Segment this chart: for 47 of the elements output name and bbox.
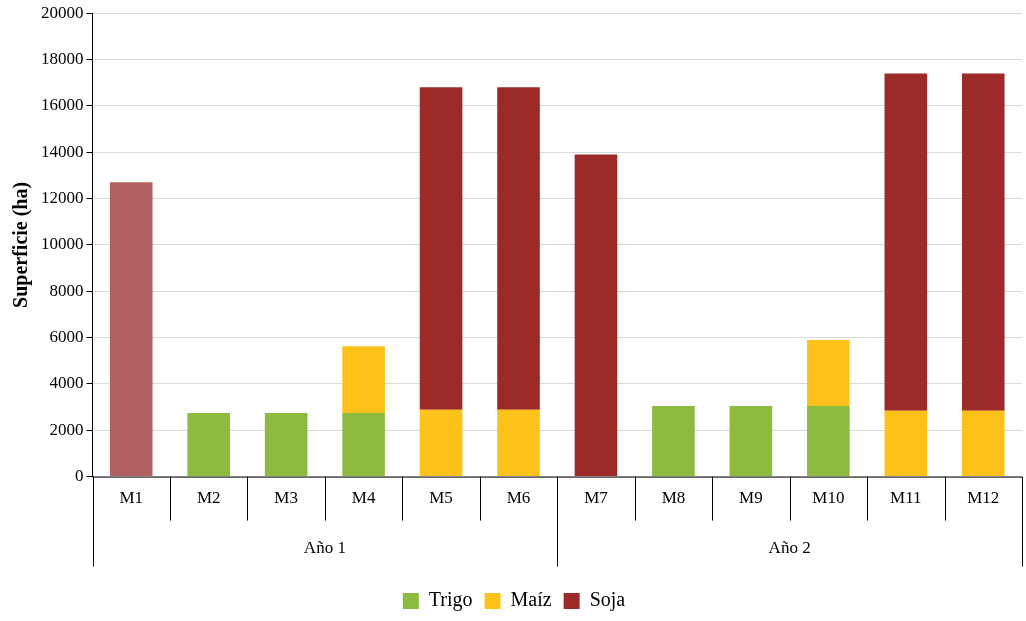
bar <box>187 412 230 477</box>
x-tick-label: M8 <box>661 488 686 508</box>
bar <box>729 405 773 477</box>
y-tick-label: 18000 <box>41 49 84 69</box>
bar <box>884 73 928 411</box>
bar <box>652 405 695 477</box>
legend-label: Maíz <box>510 588 552 611</box>
x-tick-label: M12 <box>967 488 1000 508</box>
x-tick-label: M1 <box>119 488 144 508</box>
y-tick-label: 2000 <box>49 419 84 439</box>
y-tick-label: 4000 <box>49 373 84 393</box>
y-tick-label: 12000 <box>41 188 84 208</box>
x-tick-label: M9 <box>739 488 763 508</box>
x-tick-label: M2 <box>196 488 221 508</box>
y-tick-label: 16000 <box>41 95 84 115</box>
bar <box>109 182 153 477</box>
x-tick-label: M5 <box>429 488 453 508</box>
y-tick-label: 10000 <box>41 234 84 254</box>
text: Año 1 <box>303 538 346 558</box>
x-tick-label: M11 <box>890 488 922 508</box>
legend-label: Soja <box>589 588 626 612</box>
x-tick-label: M6 <box>506 488 531 508</box>
y-tick-label: 0 <box>75 466 84 486</box>
bar <box>961 410 1005 477</box>
y-tick-label: 6000 <box>49 327 84 347</box>
bar <box>961 73 1005 411</box>
bar <box>807 339 850 406</box>
legend-label: Trigo <box>428 588 473 612</box>
bar <box>497 87 540 410</box>
bar <box>884 410 928 477</box>
bar <box>419 409 463 477</box>
y-axis-title: Superficie (ha) <box>9 181 33 308</box>
bar <box>264 412 308 477</box>
x-tick-label: M3 <box>274 488 298 508</box>
y-tick-label: 14000 <box>41 141 84 161</box>
text: Año 2 <box>768 538 811 558</box>
x-tick-label: M10 <box>812 488 845 508</box>
bar <box>419 87 463 410</box>
bar <box>574 154 618 477</box>
bar <box>807 405 850 477</box>
x-tick-label: M7 <box>584 488 609 508</box>
bar <box>497 409 540 477</box>
y-tick-label: 8000 <box>49 280 84 300</box>
bar <box>342 412 385 477</box>
y-tick-label: 20000 <box>41 2 84 22</box>
bar <box>342 346 385 413</box>
x-tick-label: M4 <box>351 488 376 508</box>
